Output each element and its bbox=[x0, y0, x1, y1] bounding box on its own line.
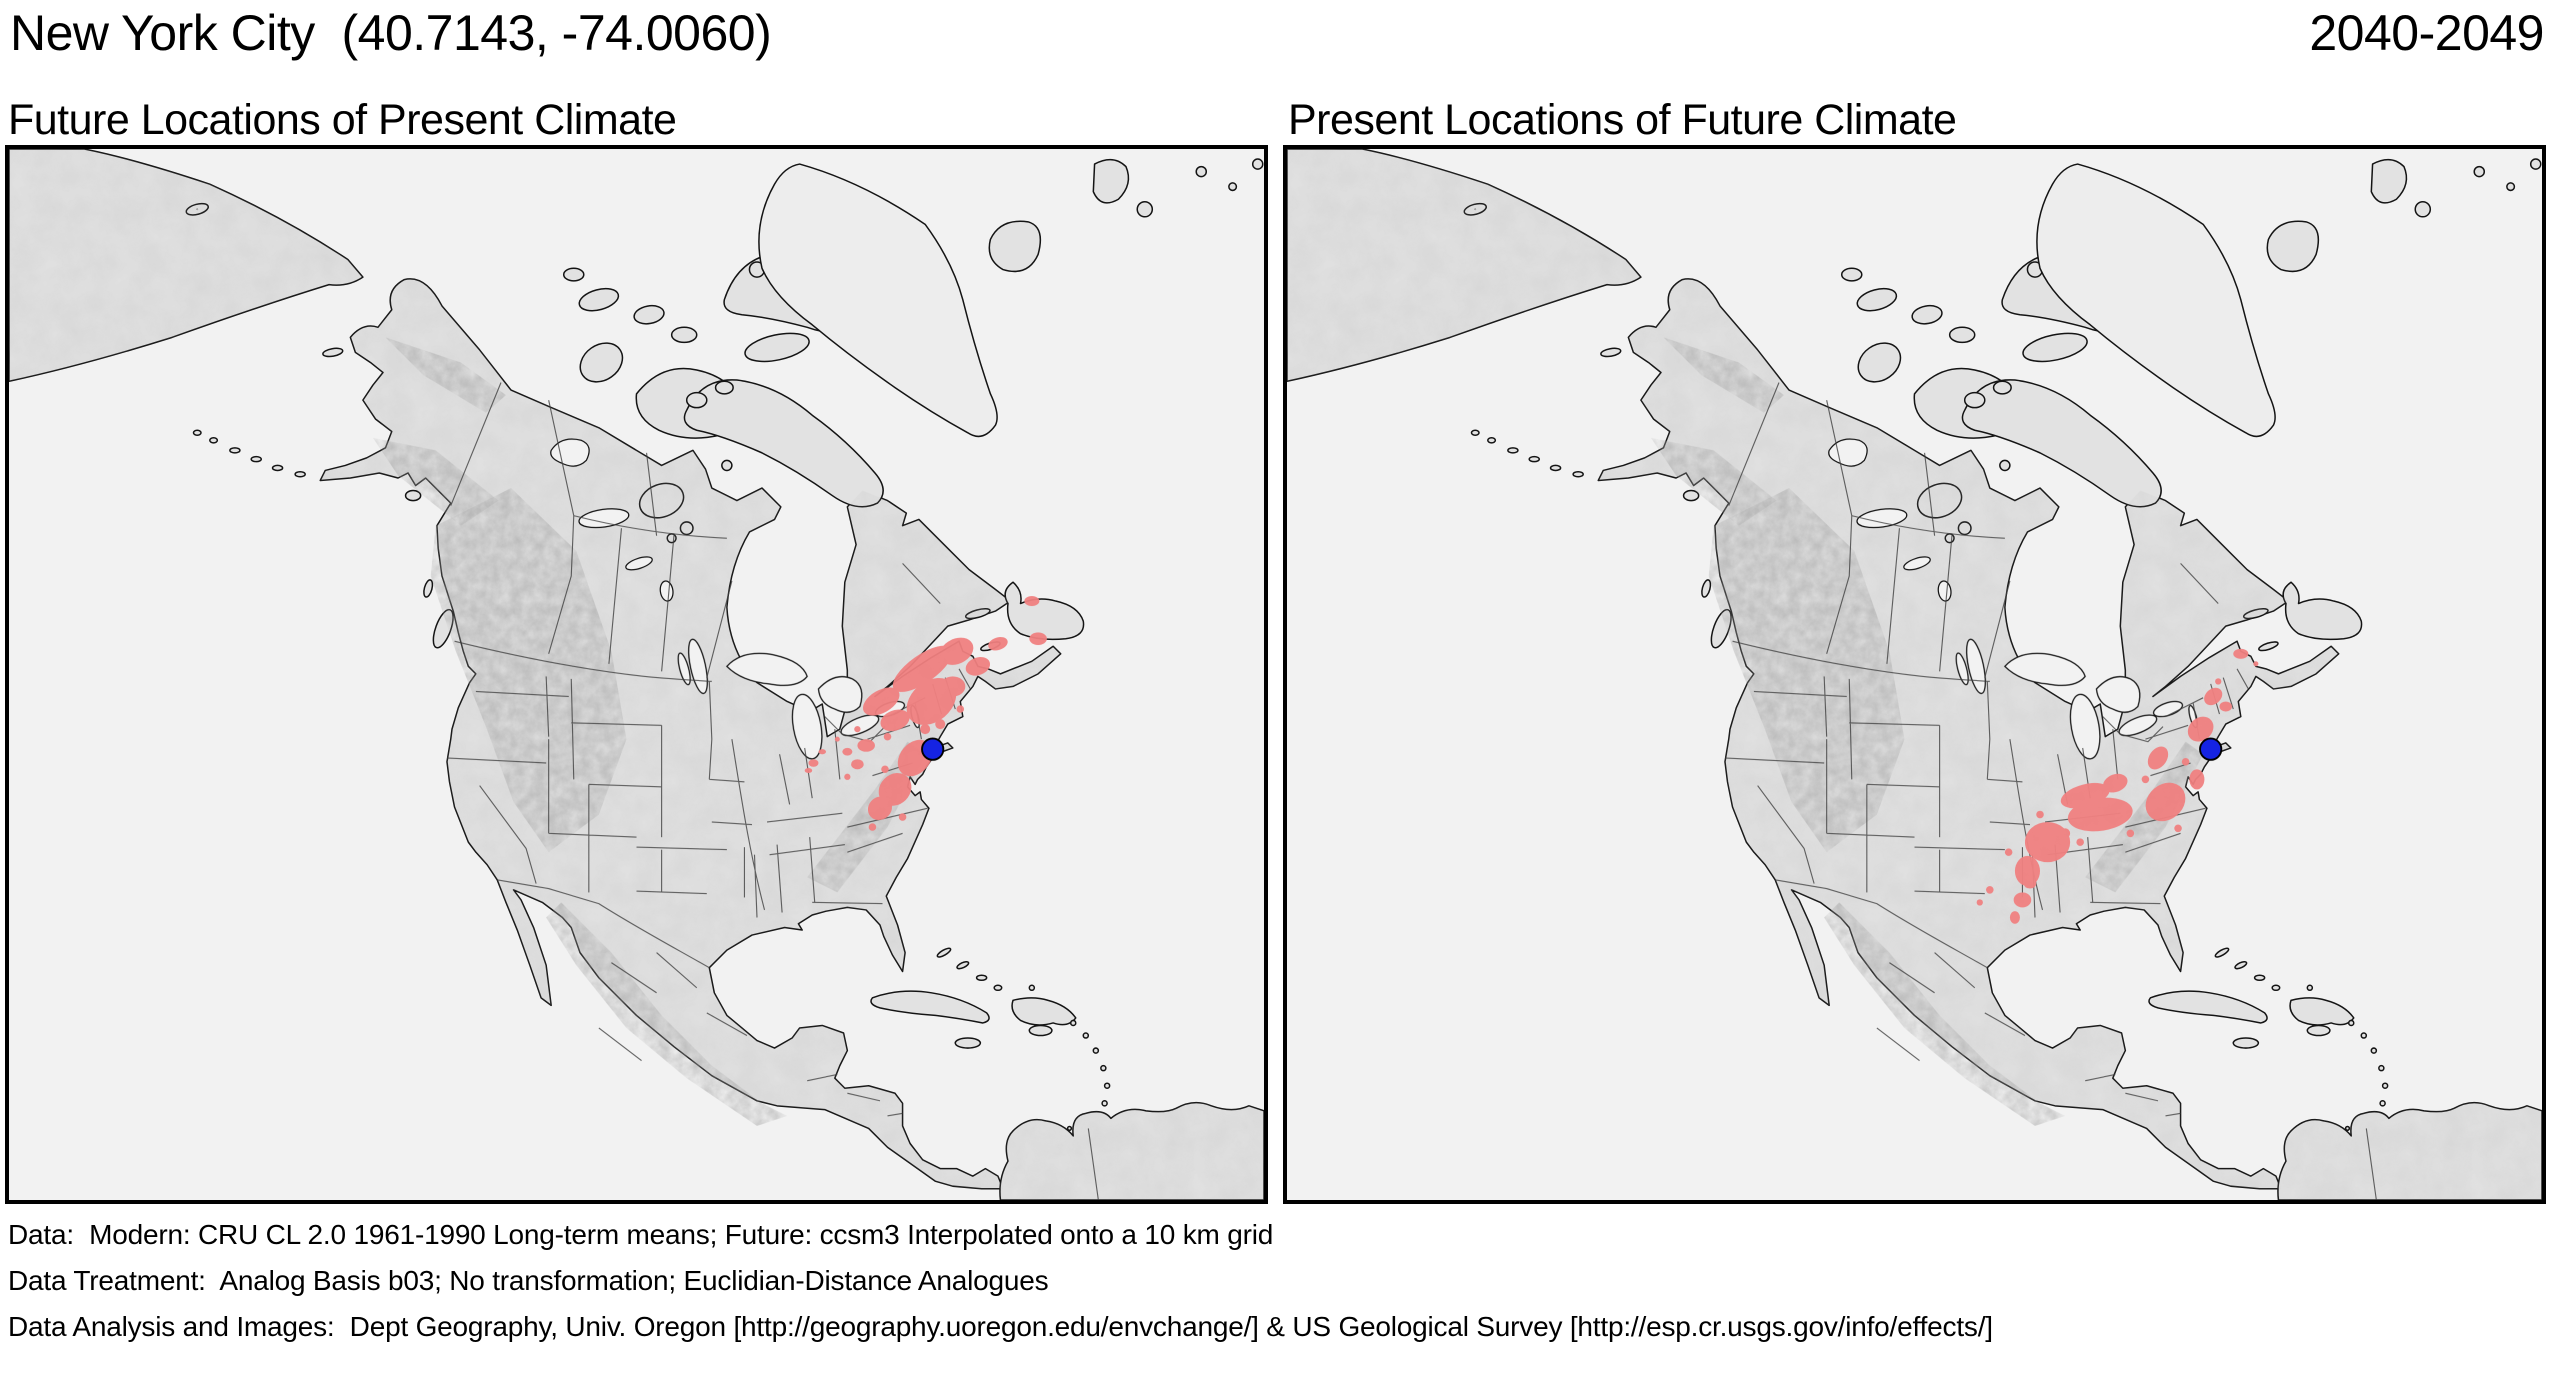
analog-region-overlay bbox=[1976, 648, 2259, 924]
right-panel-title: Present Locations of Future Climate bbox=[1288, 96, 1957, 144]
caption-data-treatment: Data Treatment: Analog Basis b03; No tra… bbox=[8, 1265, 1049, 1296]
map-future-locations-of-present-climate bbox=[5, 145, 1268, 1204]
city-marker bbox=[2199, 737, 2223, 761]
left-panel-title: Future Locations of Present Climate bbox=[8, 96, 677, 144]
caption-data-sources: Data: Modern: CRU CL 2.0 1961-1990 Long-… bbox=[8, 1219, 1274, 1250]
map-canvas-right bbox=[1287, 149, 2542, 1200]
map-canvas-left bbox=[9, 149, 1264, 1200]
page-title: New York City (40.7143, -74.0060) bbox=[10, 5, 772, 61]
map-present-locations-of-future-climate bbox=[1283, 145, 2546, 1204]
period-label: 2040-2049 bbox=[2309, 5, 2544, 61]
caption-credits: Data Analysis and Images: Dept Geography… bbox=[8, 1311, 1993, 1342]
analog-region-overlay bbox=[804, 596, 1047, 831]
city-marker bbox=[921, 737, 945, 761]
